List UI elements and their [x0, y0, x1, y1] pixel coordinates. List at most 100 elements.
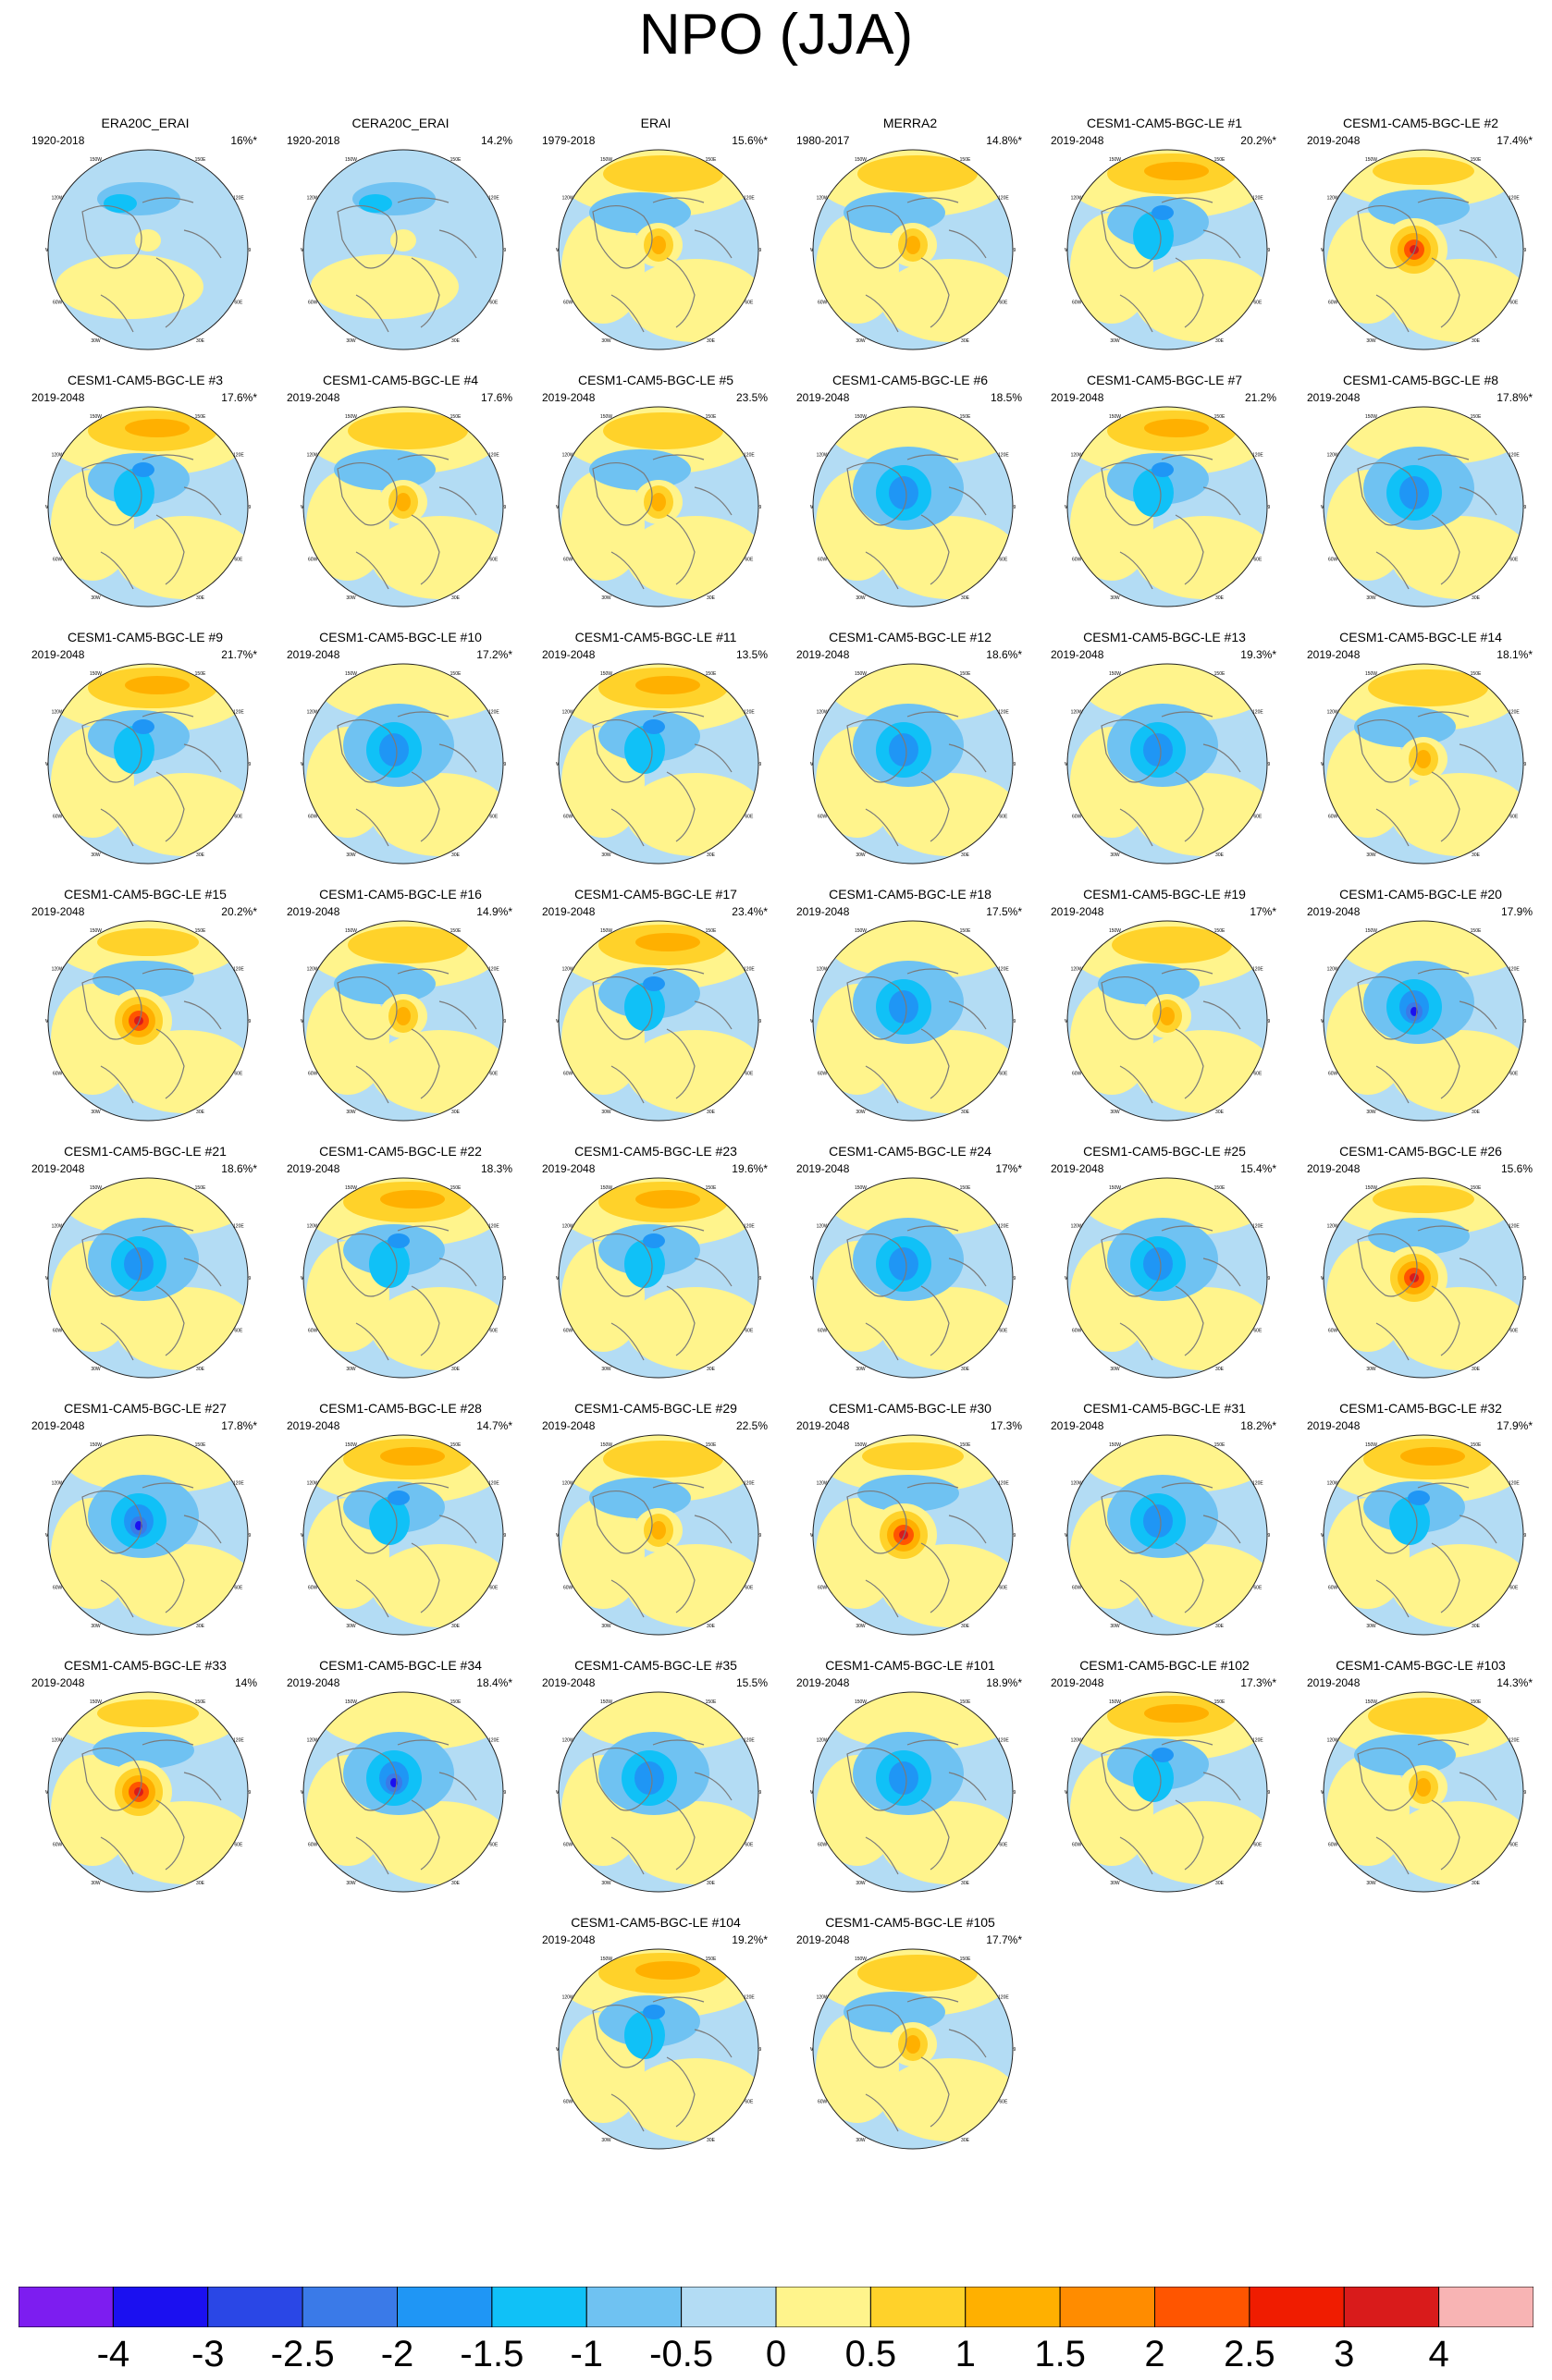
lon-label: 30W	[856, 853, 866, 858]
map-border	[1323, 663, 1524, 865]
lon-label: 30E	[1215, 1881, 1225, 1886]
polar-map: 180150E120E90E60E30E030W60W90W120W150W	[810, 147, 1016, 350]
lon-label: 120E	[998, 967, 1009, 973]
colorbar-tick-label: 0	[765, 2334, 787, 2374]
lon-label: 60W	[1328, 301, 1338, 306]
lon-label: 180	[400, 404, 408, 406]
lon-label: 150E	[195, 671, 206, 677]
lon-label: 150E	[450, 157, 462, 163]
panel-title: CESM1-CAM5-BGC-LE #31	[1083, 1401, 1246, 1416]
lon-label: 90E	[1524, 505, 1526, 510]
map-panel: CESM1-CAM5-BGC-LE #16 2019-2048 14.9%* 180 1…	[276, 887, 525, 1129]
lon-label: 90W	[810, 1019, 813, 1024]
lon-label: 120W	[817, 196, 829, 202]
lon-label: 60E	[234, 1329, 243, 1334]
positive-band-peak	[1400, 1447, 1465, 1466]
panel-variance: 21.7%*	[221, 648, 257, 661]
coastline	[1101, 1739, 1241, 1875]
panel-title: MERRA2	[882, 116, 938, 130]
map-border	[812, 920, 1014, 1122]
panel-title: CESM1-CAM5-BGC-LE #25	[1083, 1144, 1246, 1159]
negative-peak	[889, 733, 918, 767]
coastline	[592, 968, 733, 1104]
lon-label: 120W	[307, 196, 319, 202]
lon-label: 30W	[1366, 1881, 1376, 1886]
lon-label: 180	[1420, 147, 1428, 149]
lon-label: 30E	[196, 1367, 205, 1372]
lon-label: 120W	[52, 453, 64, 459]
lon-label: 30W	[1110, 1367, 1120, 1372]
polar-map: 180150E120E90E60E30E030W60W90W120W150W	[45, 661, 251, 865]
panel-period: 1920-2018	[31, 134, 85, 147]
lon-label: 30E	[707, 1367, 716, 1372]
lon-label: 120W	[52, 1481, 64, 1487]
lon-label: 90E	[504, 1019, 506, 1024]
panel-title: CESM1-CAM5-BGC-LE #102	[1079, 1658, 1250, 1673]
negative-area	[589, 192, 691, 233]
map-border	[1323, 406, 1524, 607]
lon-label: 90E	[1524, 762, 1526, 767]
positive-area	[1326, 1755, 1410, 1866]
lon-label: 60W	[308, 815, 318, 820]
lon-label: 60E	[999, 1329, 1008, 1334]
lon-label: 90W	[301, 1790, 303, 1796]
map-panel: CESM1-CAM5-BGC-LE #9 2019-2048 21.7%* 180 15…	[20, 630, 270, 872]
lon-label: 60E	[234, 815, 243, 820]
lon-label: 60E	[1509, 301, 1519, 306]
lon-label: 120W	[307, 967, 319, 973]
lon-label: 150E	[1471, 671, 1482, 677]
negative-peak	[388, 1233, 410, 1248]
lon-label: 120E	[488, 710, 499, 716]
map-panel: CESM1-CAM5-BGC-LE #101 2019-2048 18.9%* 180…	[785, 1658, 1035, 1900]
coastline	[337, 197, 477, 333]
lon-label: 60E	[745, 558, 754, 563]
coastline	[1101, 968, 1241, 1104]
lon-label: 90E	[1524, 1019, 1526, 1024]
lon-label: 90W	[1065, 1533, 1067, 1539]
positive-band-peak	[380, 1447, 445, 1466]
lon-label: 150E	[450, 671, 462, 677]
lon-label: 30W	[346, 338, 356, 344]
lon-label: 120E	[744, 1995, 755, 2001]
panel-period: 1920-2018	[287, 134, 340, 147]
map-border	[812, 663, 1014, 865]
map-border	[47, 1691, 249, 1893]
panel-variance: 14.7%*	[476, 1419, 512, 1432]
lon-label: 30W	[1110, 595, 1120, 601]
lon-label: 90W	[810, 762, 813, 767]
lon-label: 60E	[745, 301, 754, 306]
lon-label: 30E	[451, 1881, 461, 1886]
map-panel: CESM1-CAM5-BGC-LE #13 2019-2048 19.3%* 180 1…	[1040, 630, 1289, 872]
lon-label: 150W	[90, 1185, 102, 1191]
lon-label: 180	[909, 147, 918, 149]
positive-band-core	[1112, 926, 1232, 963]
map-panel: CESM1-CAM5-BGC-LE #3 2019-2048 17.6%* 180 15…	[20, 373, 270, 615]
polar-map: 180150E120E90E60E30E030W60W90W120W150W	[556, 918, 761, 1122]
lon-label: 120W	[1071, 710, 1083, 716]
lon-label: 150E	[960, 1957, 971, 1962]
lon-label: 60E	[234, 558, 243, 563]
coastline	[846, 1996, 987, 2132]
lon-label: 30E	[707, 338, 716, 344]
lon-label: 150E	[960, 1699, 971, 1705]
lon-label: 30E	[707, 595, 716, 601]
panel-title: CESM1-CAM5-BGC-LE #15	[64, 887, 227, 902]
negative-peak	[643, 976, 665, 991]
lon-label: 150E	[1471, 157, 1482, 163]
lon-label: 180	[1164, 918, 1172, 920]
lon-label: 120E	[1252, 710, 1263, 716]
positive-band-core	[97, 928, 199, 956]
panel-title: CESM1-CAM5-BGC-LE #18	[829, 887, 992, 902]
lon-label: 60E	[745, 1072, 754, 1077]
positive-band-core	[97, 1699, 199, 1727]
lon-label: 90E	[759, 1276, 761, 1282]
panel-period: 2019-2048	[796, 1162, 850, 1175]
lon-label: 60E	[234, 1843, 243, 1848]
lon-label: 120E	[998, 1224, 1009, 1230]
negative-area	[92, 961, 194, 998]
polar-map: 180150E120E90E60E30E030W60W90W120W150W	[301, 147, 506, 350]
panel-period: 2019-2048	[31, 648, 85, 661]
positive-band-core	[348, 412, 468, 449]
coastline	[81, 454, 222, 590]
lon-label: 90E	[1014, 2047, 1016, 2053]
